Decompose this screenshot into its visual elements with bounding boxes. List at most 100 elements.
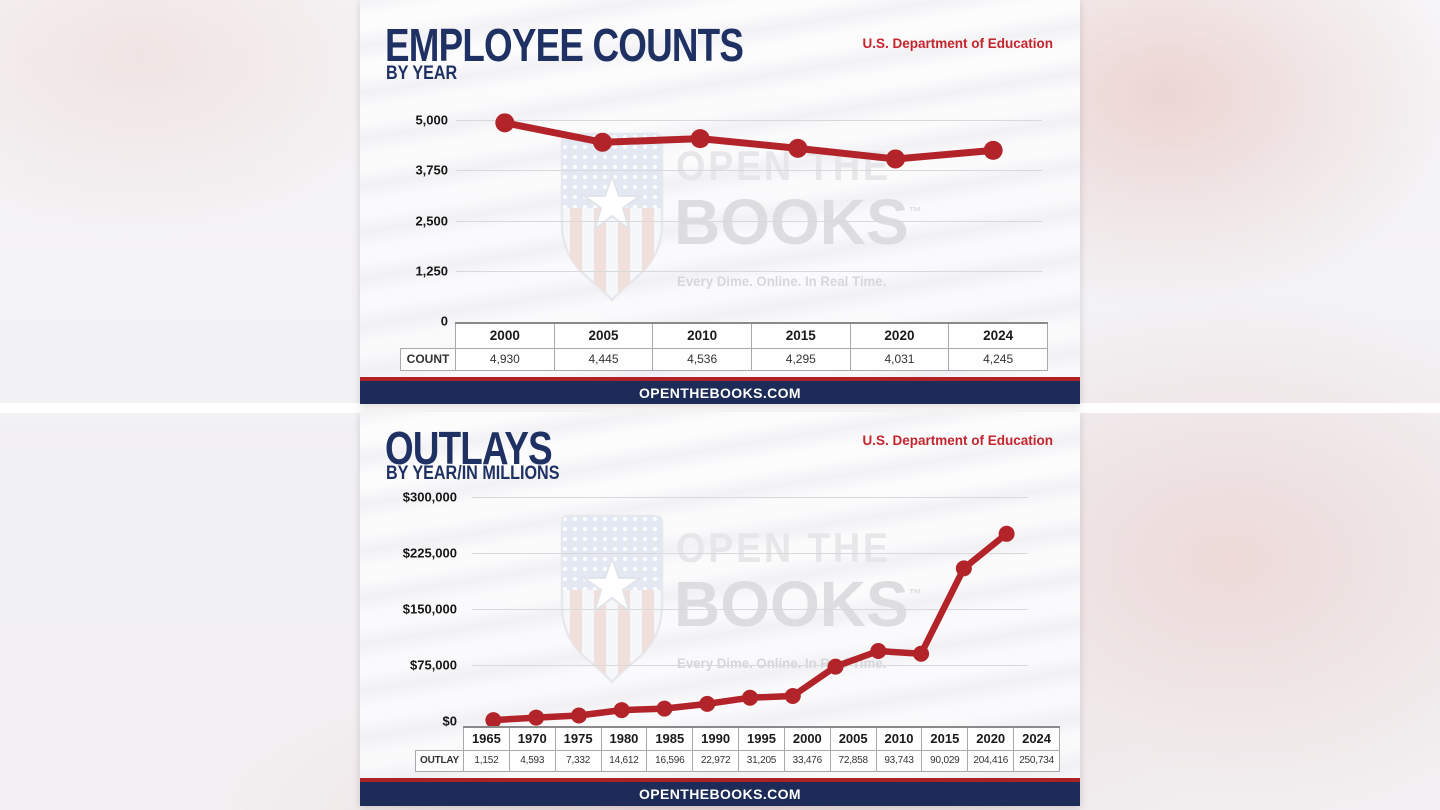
year-header-cell: 1975: [554, 726, 602, 751]
value-cell: 22,972: [692, 749, 740, 772]
chart-title: EMPLOYEE COUNTS: [385, 19, 744, 71]
data-point: [788, 138, 808, 158]
data-point: [913, 645, 930, 662]
data-point: [690, 129, 710, 149]
value-cell: 204,416: [967, 749, 1015, 772]
chart-subtitle: BY YEAR/IN MILLIONS: [386, 463, 560, 484]
y-axis-tick-labels: $300,000 $225,000 $150,000 $75,000 $0: [360, 490, 457, 729]
chart-subtitle: BY YEAR: [386, 63, 458, 84]
year-header-cell: 2024: [948, 322, 1048, 349]
year-header-cell: 2015: [750, 322, 851, 349]
grid-line: [472, 665, 1028, 666]
year-header-cell: 2000: [455, 322, 555, 349]
year-header-cell: 2010: [652, 322, 752, 349]
year-header-cell: 1995: [738, 726, 785, 751]
data-point: [570, 707, 587, 724]
source-label: U.S. Department of Education: [862, 36, 1053, 51]
grid-line: [456, 120, 1042, 121]
value-cell: 250,734: [1013, 749, 1060, 772]
value-cell: 93,743: [875, 749, 923, 772]
table-value-row: OUTLAY 1,152 4,593 7,332 14,612 16,596 22,972 3…: [415, 749, 1060, 772]
footer-site-bar: OPENTHEBOOKS.COM: [360, 782, 1080, 806]
table-header-row: 2000 2005 2010 2015 2020 2024: [401, 322, 1048, 349]
y-tick-label: $0: [442, 713, 457, 729]
grid-line: [456, 270, 1042, 272]
data-point: [528, 709, 545, 726]
year-header-cell: 2010: [875, 726, 923, 751]
data-point: [955, 560, 972, 577]
grid-line: [456, 170, 1042, 172]
grid-line: [456, 220, 1042, 222]
y-tick-label: $75,000: [410, 657, 457, 673]
data-point: [656, 700, 673, 717]
y-tick-label: $150,000: [402, 601, 457, 617]
year-header-cell: 1985: [646, 726, 694, 751]
grid-line: [472, 553, 1028, 554]
data-table: 1965 1970 1975 1980 1985 1990 1995 2000 2005 2010…: [415, 726, 1060, 772]
employee-counts-card: EMPLOYEE COUNTS BY YEAR U.S. Department …: [360, 0, 1080, 404]
data-point: [699, 695, 716, 712]
line-series-svg: [495, 113, 1003, 169]
year-header-cell: 2000: [783, 726, 831, 751]
value-cell: 4,593: [508, 749, 556, 772]
value-cell: 90,029: [921, 749, 969, 772]
chart-title: OUTLAYS: [385, 422, 553, 474]
value-cell: 72,858: [829, 749, 877, 772]
site-url-text: OPENTHEBOOKS.COM: [639, 786, 801, 802]
year-header-cell: 2020: [967, 726, 1015, 751]
table-value-row: COUNT 4,930 4,445 4,536 4,295 4,031 4,245: [400, 347, 1048, 371]
data-table: 2000 2005 2010 2015 2020 2024 COUNT 4,930 4,445 4…: [400, 322, 1048, 371]
y-tick-label: $300,000: [402, 489, 457, 505]
footer-red-stripe: [360, 778, 1080, 782]
y-tick-label: 0: [440, 313, 448, 329]
year-header-cell: 2005: [553, 322, 654, 349]
data-point: [495, 113, 515, 133]
line-chart-plot: [456, 113, 1042, 321]
footer-red-stripe: [360, 377, 1080, 381]
grid-line: [472, 609, 1028, 610]
value-cell: 4,536: [652, 347, 752, 371]
source-label: U.S. Department of Education: [862, 433, 1053, 448]
line-chart-plot: [472, 497, 1028, 729]
value-cell: 4,031: [849, 347, 950, 371]
year-header-cell: 1970: [508, 726, 556, 751]
value-cell: 14,612: [600, 749, 648, 772]
value-cell: 4,445: [553, 347, 654, 371]
y-tick-label: 1,250: [415, 263, 448, 279]
data-point: [742, 689, 758, 706]
series-line: [501, 119, 997, 163]
year-header-cell: 2024: [1013, 726, 1060, 751]
year-header-cell: 2020: [849, 322, 950, 349]
y-tick-label: 5,000: [415, 112, 448, 128]
data-point: [998, 525, 1015, 542]
value-cell: 16,596: [646, 749, 694, 772]
year-header-cell: 2005: [829, 726, 877, 751]
value-cell: 4,930: [455, 347, 555, 371]
data-point: [613, 702, 630, 719]
footer-site-bar: OPENTHEBOOKS.COM: [360, 381, 1080, 404]
y-axis-tick-labels: 5,000 3,750 2,500 1,250 0: [360, 113, 448, 329]
y-tick-label: 3,750: [415, 162, 448, 178]
table-corner-cell: [401, 323, 456, 348]
table-header-row: 1965 1970 1975 1980 1985 1990 1995 2000 2005 2010…: [416, 726, 1060, 751]
value-cell: 4,245: [948, 347, 1048, 371]
value-cell: 33,476: [783, 749, 831, 772]
year-header-cell: 1980: [600, 726, 648, 751]
data-point: [485, 712, 502, 729]
site-url-text: OPENTHEBOOKS.COM: [639, 384, 801, 401]
data-point: [870, 643, 887, 660]
row-label-cell: COUNT: [400, 347, 456, 371]
table-corner-cell: [416, 727, 464, 750]
data-point: [784, 688, 801, 705]
data-point: [827, 658, 844, 675]
value-cell: 31,205: [738, 749, 785, 772]
row-label-cell: OUTLAY: [415, 749, 464, 772]
value-cell: 4,295: [750, 347, 851, 371]
card-gap-band: [0, 403, 1440, 413]
value-cell: 1,152: [463, 749, 510, 772]
year-header-cell: 2015: [921, 726, 969, 751]
year-header-cell: 1965: [463, 726, 510, 751]
grid-line: [472, 497, 1028, 498]
line-series-svg: [485, 525, 1015, 729]
